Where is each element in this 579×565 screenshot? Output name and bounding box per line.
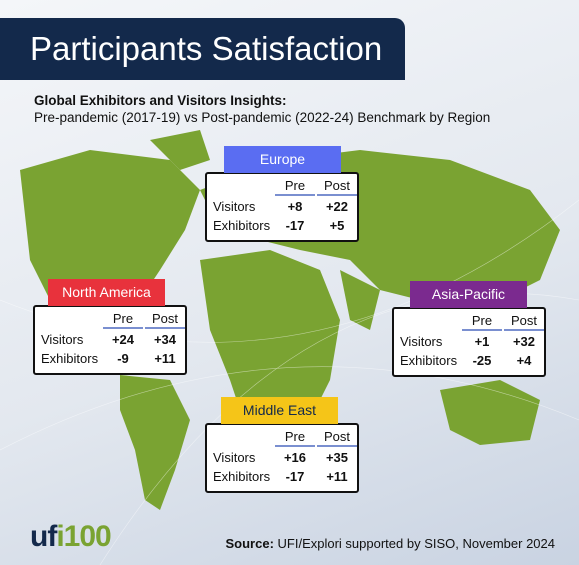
row-label: Exhibitors (41, 351, 99, 366)
row-label: Visitors (41, 332, 84, 347)
logo-accent: i100 (56, 520, 111, 553)
region-box: Pre Post Visitors +24 +34 Exhibitors -9 +11 (33, 305, 187, 375)
pre-value: +24 (111, 332, 135, 347)
column-header: Post (317, 178, 357, 196)
pre-value: +8 (287, 199, 303, 214)
region-box: Pre Post Visitors +16 +35 Exhibitors -17 +11 (205, 423, 359, 493)
region-name: Europe (224, 146, 341, 173)
pre-value: -17 (285, 218, 305, 233)
region-name: Asia-Pacific (410, 281, 527, 308)
post-value: +11 (154, 351, 176, 366)
row-label: Exhibitors (213, 469, 271, 484)
row-label: Visitors (213, 450, 256, 465)
row-label: Exhibitors (213, 218, 271, 233)
row-label: Visitors (400, 334, 443, 349)
subtitle: Pre-pandemic (2017-19) vs Post-pandemic … (34, 110, 491, 125)
logo: ufi100 (30, 520, 112, 554)
logo-main: uf (30, 520, 57, 553)
title: Participants Satisfaction (30, 30, 383, 67)
column-header: Pre (275, 178, 315, 196)
post-value: +22 (325, 199, 349, 214)
pre-value: +16 (283, 450, 307, 465)
post-value: +5 (329, 218, 345, 233)
column-header: Pre (462, 313, 502, 331)
post-value: +34 (153, 332, 177, 347)
column-header: Post (317, 429, 357, 447)
region-box: Pre Post Visitors +8 +22 Exhibitors -17 +5 (205, 172, 359, 242)
row-label: Visitors (213, 199, 256, 214)
column-header: Post (145, 311, 185, 329)
source: Source: UFI/Explori supported by SISO, N… (226, 536, 556, 551)
column-header: Pre (275, 429, 315, 447)
post-value: +35 (325, 450, 349, 465)
row-label: Exhibitors (400, 353, 458, 368)
region-name: Middle East (221, 397, 338, 424)
column-header: Post (504, 313, 544, 331)
pre-value: -9 (117, 351, 129, 366)
source-text: UFI/Explori supported by SISO, November … (277, 536, 555, 551)
source-label: Source: (225, 536, 274, 551)
region-name: North America (48, 279, 165, 306)
title-banner (0, 18, 405, 80)
pre-value: -17 (285, 469, 305, 484)
column-header: Pre (103, 311, 143, 329)
post-value: +11 (326, 469, 348, 484)
region-box: Pre Post Visitors +1 +32 Exhibitors -25 +4 (392, 307, 546, 377)
pre-value: -25 (472, 353, 492, 368)
post-value: +32 (512, 334, 536, 349)
pre-value: +1 (474, 334, 490, 349)
subtitle-bold: Global Exhibitors and Visitors Insights: (34, 93, 287, 108)
post-value: +4 (516, 353, 532, 368)
